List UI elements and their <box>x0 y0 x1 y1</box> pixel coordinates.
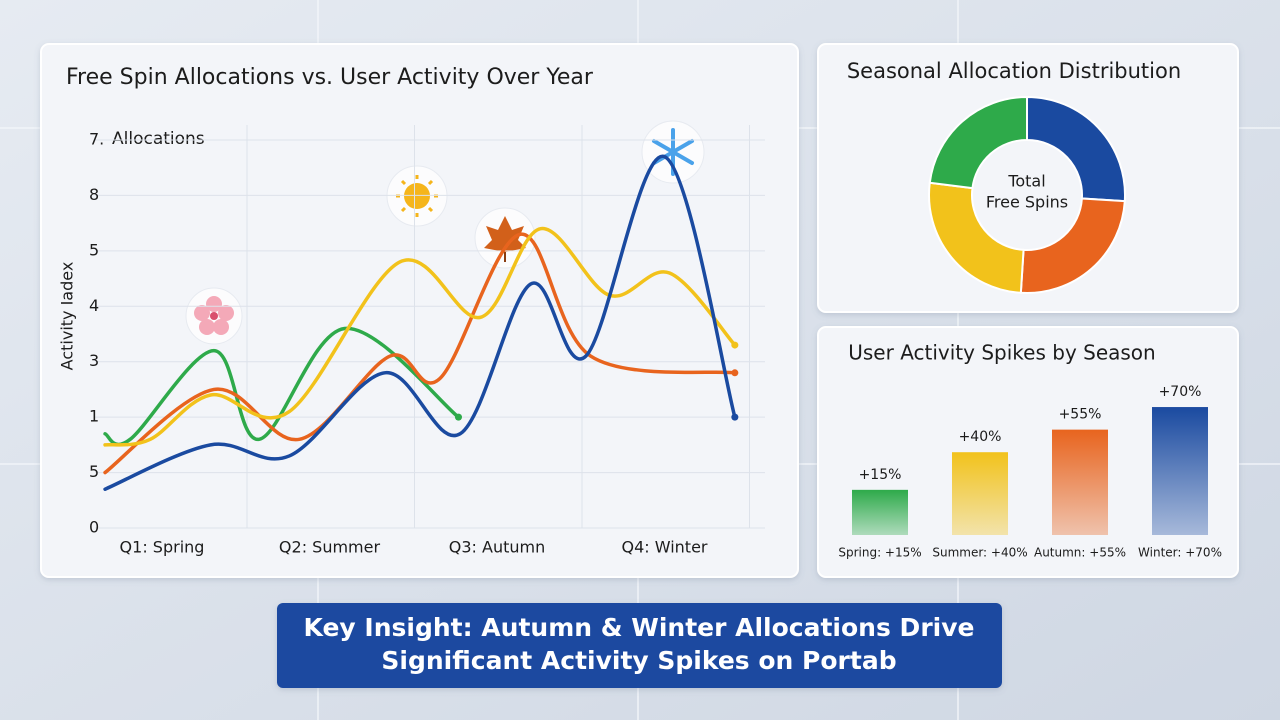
bar <box>1052 429 1108 535</box>
bar-value-label: +70% <box>1159 384 1202 400</box>
y-axis-note: Allocations <box>112 129 205 149</box>
x-tick-label: Q2: Summer <box>279 538 381 557</box>
line-series <box>103 154 737 491</box>
x-tick-label: Spring: +15% <box>838 546 921 560</box>
line-series <box>103 226 737 447</box>
bar-title: User Activity Spikes by Season <box>848 341 1155 365</box>
donut-segment <box>928 95 1028 190</box>
y-tick-label: 5 <box>89 240 99 259</box>
y-tick-label: 5 <box>89 462 99 481</box>
insight-line: Key Insight: Autumn & Winter Allocations… <box>304 613 975 642</box>
end-point <box>731 341 739 349</box>
insight-line: Significant Activity Spikes on Portab <box>381 646 896 675</box>
line-series <box>103 326 461 447</box>
donut-segment <box>1026 95 1126 203</box>
donut-panel <box>817 43 1239 313</box>
x-tick-label: Winter: +70% <box>1138 546 1222 560</box>
donut-segment <box>1019 197 1126 294</box>
donut-center-label: Total <box>1007 172 1045 191</box>
bar-panel <box>817 326 1239 578</box>
y-tick-label: 4 <box>89 296 99 315</box>
y-axis-label: Activity Iadex <box>58 262 77 371</box>
bar <box>1152 407 1208 535</box>
bar-value-label: +40% <box>959 429 1002 445</box>
line-title: Free Spin Allocations vs. User Activity … <box>66 65 594 90</box>
x-tick-label: Q1: Spring <box>120 538 205 557</box>
x-tick-label: Autumn: +55% <box>1034 546 1126 560</box>
end-point <box>454 413 462 421</box>
x-tick-label: Summer: +40% <box>932 546 1027 560</box>
insight-banner <box>277 603 1002 688</box>
donut-title: Seasonal Allocation Distribution <box>847 59 1181 83</box>
y-tick-label: 8 <box>89 185 99 204</box>
bar <box>952 452 1008 535</box>
y-tick-label: 1 <box>89 407 99 426</box>
end-point <box>731 369 739 377</box>
donut-segment <box>928 181 1025 294</box>
y-tick-label: 0 <box>89 518 99 537</box>
donut-center-label: Free Spins <box>986 193 1068 212</box>
plots: 0 5 1 3 4 5 8 7. Q1: Spring Q2: Summer Q3: Autumn Q… <box>89 95 1222 560</box>
y-tick-label: 3 <box>89 351 99 370</box>
bar-value-label: +15% <box>859 467 902 483</box>
end-point <box>731 413 739 421</box>
x-tick-label: Q4: Winter <box>622 538 708 557</box>
x-tick-label: Q3: Autumn <box>449 538 545 557</box>
bar <box>852 489 908 535</box>
y-tick-label: 7. <box>89 130 104 149</box>
line-panel <box>40 43 799 578</box>
line-series <box>103 232 737 475</box>
bar-value-label: +55% <box>1059 407 1102 423</box>
